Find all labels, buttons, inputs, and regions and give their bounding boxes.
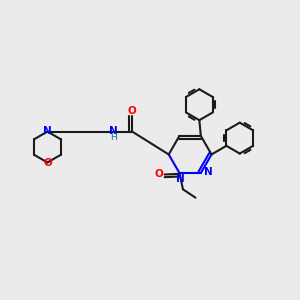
- Text: O: O: [128, 106, 136, 116]
- Text: N: N: [109, 126, 118, 136]
- Text: N: N: [204, 167, 213, 177]
- Text: N: N: [43, 126, 52, 136]
- Text: H: H: [110, 133, 116, 142]
- Text: O: O: [155, 169, 164, 179]
- Text: N: N: [176, 175, 185, 184]
- Text: O: O: [43, 158, 52, 168]
